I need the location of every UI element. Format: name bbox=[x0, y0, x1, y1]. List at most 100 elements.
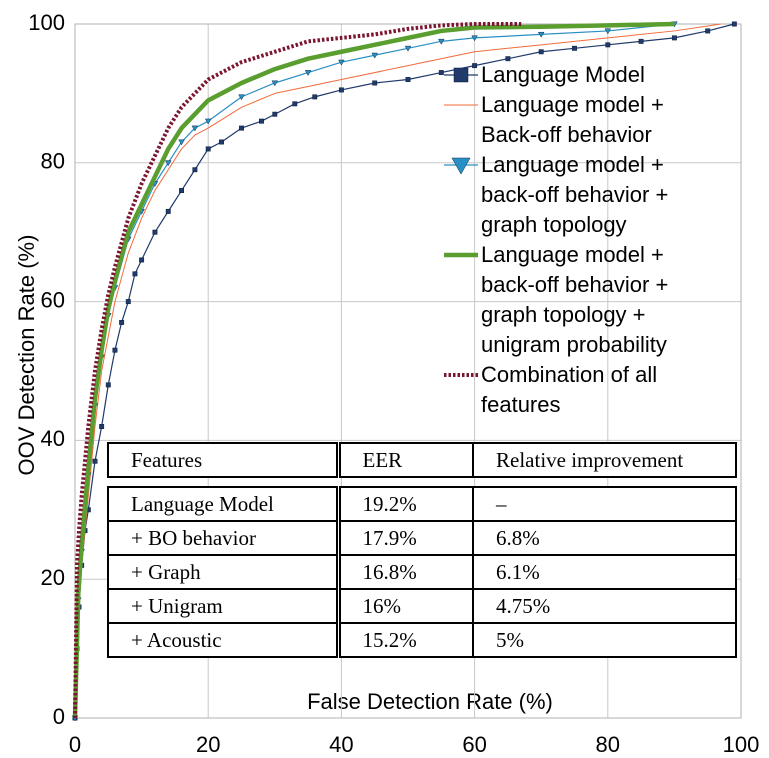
legend-label: Combination of all features bbox=[481, 362, 658, 417]
marker bbox=[604, 28, 612, 35]
legend-item: Language model + back-off behavior + gra… bbox=[443, 150, 713, 240]
marker bbox=[191, 125, 199, 132]
x-tick-label: 40 bbox=[329, 732, 353, 757]
table-cell: 4.75% bbox=[472, 588, 737, 624]
table-cell: 19.2% bbox=[337, 486, 474, 522]
plot-frame bbox=[74, 23, 742, 719]
table-cell: Language Model bbox=[107, 486, 341, 522]
marker bbox=[372, 80, 378, 86]
marker bbox=[205, 146, 211, 152]
marker bbox=[438, 38, 445, 45]
marker bbox=[179, 188, 185, 194]
legend-swatch bbox=[444, 157, 478, 175]
marker bbox=[272, 111, 278, 117]
marker bbox=[105, 382, 111, 388]
table-cell: 5% bbox=[472, 622, 737, 658]
series bbox=[73, 22, 522, 719]
series-line bbox=[74, 23, 722, 719]
marker bbox=[371, 52, 378, 59]
table-cell: + Acoustic bbox=[107, 622, 341, 658]
marker bbox=[471, 35, 478, 42]
series bbox=[72, 21, 675, 719]
table-row: + Unigram 16% 4.75% bbox=[107, 588, 737, 624]
marker bbox=[125, 299, 131, 305]
y-tick-label: 20 bbox=[41, 565, 65, 590]
y-tick-label: 100 bbox=[28, 10, 65, 35]
x-axis-label: False Detection Rate (%) bbox=[307, 689, 553, 714]
marker bbox=[605, 42, 611, 48]
marker bbox=[99, 424, 105, 429]
marker bbox=[338, 87, 344, 93]
table-cell: 16% bbox=[337, 588, 474, 624]
table-cell: 16.8% bbox=[337, 554, 474, 590]
legend-item: Combination of all features bbox=[443, 360, 713, 420]
x-tick-label: 60 bbox=[462, 732, 486, 757]
table-cell: – bbox=[472, 486, 737, 522]
y-tick-label: 40 bbox=[41, 426, 65, 451]
table-row: + Graph 16.8% 6.1% bbox=[107, 554, 737, 590]
marker bbox=[178, 139, 185, 146]
y-axis-label: OOV Detection Rate (%) bbox=[14, 235, 39, 476]
marker bbox=[292, 101, 298, 107]
table-cell: + Graph bbox=[107, 554, 341, 590]
marker bbox=[304, 70, 312, 76]
marker bbox=[671, 35, 677, 41]
marker bbox=[705, 28, 711, 34]
legend-label: Language Model bbox=[481, 62, 645, 87]
marker bbox=[472, 63, 478, 69]
marker bbox=[239, 125, 244, 131]
marker bbox=[537, 31, 545, 38]
legend-swatch bbox=[444, 252, 478, 258]
marker bbox=[92, 458, 98, 464]
table-cell: 17.9% bbox=[337, 520, 474, 556]
x-tick-label: 0 bbox=[69, 732, 81, 757]
marker bbox=[505, 56, 511, 62]
marker bbox=[338, 59, 345, 66]
marker bbox=[438, 70, 444, 76]
results-table: Language Model 19.2% – + BO behavior 17.9% 6.… bbox=[107, 486, 737, 658]
table-cell: 6.8% bbox=[472, 520, 737, 556]
legend-swatch bbox=[444, 373, 478, 377]
marker bbox=[312, 94, 318, 100]
marker bbox=[164, 160, 172, 167]
results-table: Features EER Relative improvement bbox=[107, 442, 737, 478]
marker bbox=[405, 77, 411, 82]
marker bbox=[453, 67, 469, 83]
table-cell: Features bbox=[107, 442, 341, 478]
series-line bbox=[74, 23, 735, 719]
series bbox=[72, 21, 737, 721]
legend-item: Language model + Back-off behavior bbox=[443, 90, 713, 150]
marker bbox=[204, 118, 212, 125]
marker bbox=[404, 45, 412, 52]
table-row: Language Model 19.2% – bbox=[107, 486, 737, 522]
legend-swatch bbox=[444, 104, 478, 106]
legend-label: Language model + Back-off behavior bbox=[481, 92, 664, 147]
marker bbox=[238, 94, 245, 101]
y-tick-label: 0 bbox=[53, 704, 65, 729]
table-cell: Relative improvement bbox=[472, 442, 737, 478]
y-tick-label: 60 bbox=[41, 287, 65, 312]
marker bbox=[259, 118, 264, 124]
marker bbox=[538, 49, 544, 55]
marker bbox=[638, 38, 644, 44]
legend-label: Language model + back-off behavior + gra… bbox=[481, 242, 669, 357]
table-row: Features EER Relative improvement bbox=[107, 442, 737, 478]
series-line bbox=[73, 22, 522, 719]
marker bbox=[152, 229, 158, 235]
table-cell: 15.2% bbox=[337, 622, 474, 658]
y-tick-label: 80 bbox=[41, 149, 65, 174]
table-row: + BO behavior 17.9% 6.8% bbox=[107, 520, 737, 556]
marker bbox=[731, 21, 737, 27]
legend-item: Language model + back-off behavior + gra… bbox=[443, 240, 713, 360]
marker bbox=[572, 45, 577, 51]
marker bbox=[192, 167, 198, 173]
legend-label: Language model + back-off behavior + gra… bbox=[481, 152, 669, 237]
marker bbox=[112, 347, 118, 353]
table-cell: 6.1% bbox=[472, 554, 737, 590]
marker bbox=[219, 139, 224, 145]
table-cell: + Unigram bbox=[107, 588, 341, 624]
series-line bbox=[72, 21, 675, 719]
legend: Language Model Language model + Back-off … bbox=[443, 60, 713, 420]
table-row: + Acoustic 15.2% 5% bbox=[107, 622, 737, 658]
